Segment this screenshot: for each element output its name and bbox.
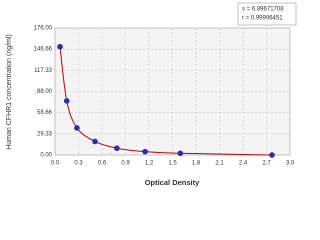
point bbox=[57, 43, 63, 50]
y-tick-label: 29.33 bbox=[37, 131, 53, 137]
point bbox=[114, 145, 120, 152]
y-tick-label: 58.66 bbox=[37, 110, 53, 116]
x-tick-label: 2.1 bbox=[215, 161, 224, 167]
annotation: r = 0.99996451 bbox=[242, 16, 283, 22]
y-tick-label: 176.00 bbox=[34, 26, 53, 32]
x-tick-label: 0.3 bbox=[74, 161, 83, 167]
x-tick-label: 1.5 bbox=[168, 161, 177, 167]
legend-box bbox=[237, 2, 297, 26]
x-tick-label: 2.7 bbox=[262, 161, 271, 167]
x-tick-label: 1.2 bbox=[145, 161, 154, 167]
x-tick-label: 0.0 bbox=[51, 161, 60, 167]
point bbox=[142, 148, 148, 155]
x-axis-label: Optical Density bbox=[145, 178, 200, 187]
point bbox=[269, 152, 275, 158]
x-tick-label: 0.9 bbox=[121, 161, 130, 167]
x-tick-label: 2.4 bbox=[239, 161, 248, 167]
x-tick-label: 3.0 bbox=[286, 161, 295, 167]
y-axis-label: Human CFHR1 concentration (ng/ml) bbox=[6, 34, 13, 150]
point bbox=[92, 138, 98, 145]
x-tick-label: 1.8 bbox=[192, 161, 201, 167]
x-tick-label: 0.6 bbox=[98, 161, 107, 167]
chart: Optical Density Human CFHR1 concentratio… bbox=[6, 2, 297, 187]
point bbox=[177, 150, 184, 157]
y-tick-label: 117.33 bbox=[34, 68, 53, 74]
point bbox=[63, 98, 70, 104]
y-tick-label: 88.00 bbox=[37, 89, 53, 95]
point bbox=[74, 125, 80, 131]
y-tick-label: 146.66 bbox=[34, 47, 53, 53]
annotation: s = 6.89671708 bbox=[242, 7, 284, 13]
y-tick-label: 0.00 bbox=[40, 153, 52, 159]
